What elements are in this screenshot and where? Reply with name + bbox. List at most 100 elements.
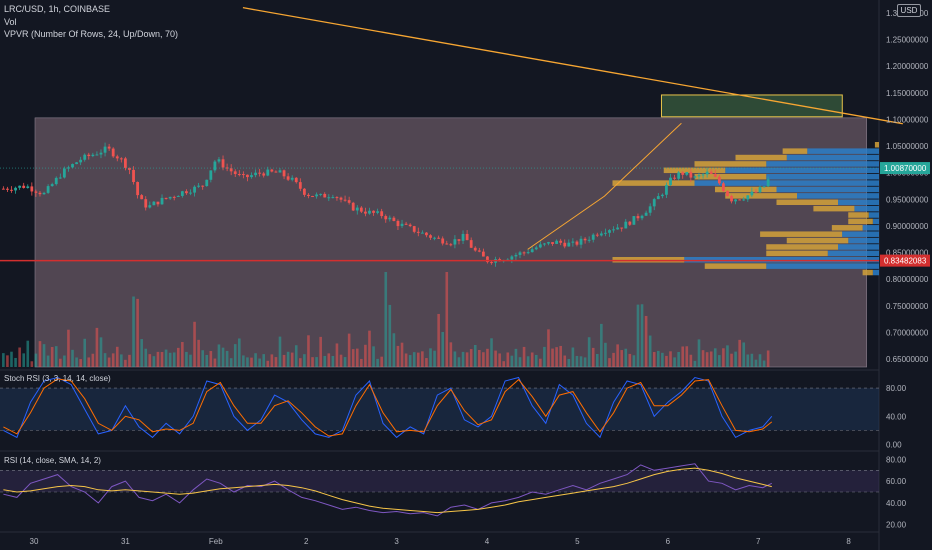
candle-body [42, 192, 46, 195]
candle-body [124, 158, 127, 168]
vol-indicator-label[interactable]: Vol [4, 17, 17, 27]
volume-bar [193, 321, 196, 367]
candle-body [599, 233, 603, 236]
volume-bar [238, 338, 241, 367]
candle-body [746, 195, 750, 200]
candle-body [632, 216, 636, 225]
price-tick-label: 1.20000000 [886, 62, 929, 71]
volume-bar [10, 351, 13, 367]
candle-body [87, 154, 91, 157]
candle-body [453, 239, 457, 245]
rsi-label[interactable]: RSI (14, close, SMA, 14, 2) [4, 456, 101, 465]
time-tick-label: 5 [575, 537, 580, 546]
candle-body [75, 162, 78, 165]
symbol-title[interactable]: LRC/USD, 1h, COINBASE [4, 4, 111, 14]
candle-body [514, 254, 518, 257]
volume-bar [233, 344, 237, 367]
volume-bar [331, 356, 335, 367]
volume-bar [323, 355, 327, 367]
volume-bar [669, 351, 672, 367]
volume-bar [388, 304, 392, 367]
volume-bar [50, 347, 54, 367]
candle-body [486, 256, 489, 263]
candle-body [547, 242, 550, 244]
volume-bar [449, 342, 453, 367]
candle-body [412, 226, 416, 232]
candle-body [620, 227, 624, 229]
vpvr-indicator-label[interactable]: VPVR (Number Of Rows, 24, Up/Down, 70) [4, 29, 179, 39]
stoch-rsi-label[interactable]: Stoch RSI (3, 3, 14, 14, close) [4, 374, 111, 383]
volume-bar [563, 355, 567, 367]
vpvr-bar-down [694, 180, 879, 186]
volume-bar [246, 357, 249, 367]
volume-bar [620, 350, 623, 367]
volume-bar [746, 354, 750, 367]
level-price-label: 0.83482083 [884, 257, 927, 266]
currency-button[interactable]: USD [897, 4, 921, 17]
volume-bar [168, 352, 172, 367]
volume-bar [368, 330, 371, 367]
volume-bar [400, 342, 404, 367]
candle-body [193, 186, 196, 193]
volume-bar [115, 346, 119, 367]
candle-body [172, 196, 176, 198]
candle-body [46, 186, 50, 193]
candle-body [433, 237, 436, 239]
time-tick-label: 3 [394, 537, 399, 546]
vpvr-bar-up [813, 205, 855, 212]
volume-bar [315, 357, 318, 367]
candle-body [538, 244, 542, 248]
candle-body [119, 158, 123, 160]
volume-bar [384, 272, 388, 367]
stoch-band [0, 388, 879, 431]
volume-bar [648, 335, 652, 367]
volume-bar [290, 352, 294, 367]
candle-body [176, 195, 180, 197]
time-tick-label: 6 [666, 537, 671, 546]
vpvr-bar-up [831, 225, 863, 231]
candle-body [587, 239, 591, 241]
candle-body [392, 217, 396, 221]
candle-body [644, 212, 648, 216]
candle-body [270, 169, 274, 172]
stoch-tick-label: 80.00 [886, 384, 907, 393]
vpvr-bar-down [807, 148, 879, 154]
candle-body [368, 210, 371, 214]
vpvr-bar-down [868, 212, 879, 218]
volume-bar [421, 351, 424, 367]
volume-bar [522, 346, 526, 367]
candle-body [115, 156, 119, 159]
volume-bar [412, 352, 416, 367]
price-tick-label: 0.65000000 [886, 355, 929, 364]
time-tick-label: 31 [121, 537, 130, 546]
candle-body [628, 221, 632, 225]
volume-bar [266, 360, 270, 367]
candle-body [673, 177, 676, 179]
volume-bar [201, 350, 204, 367]
candle-body [473, 247, 477, 251]
volume-bar [95, 327, 99, 367]
volume-bar [441, 332, 445, 367]
volume-bar [221, 347, 225, 367]
candle-body [38, 192, 42, 195]
volume-bar [26, 340, 30, 367]
vpvr-bar-down [838, 244, 879, 250]
vpvr-bar-down [725, 167, 879, 174]
volume-bar [482, 352, 485, 367]
candle-body [290, 177, 294, 180]
vpvr-bar-up [725, 193, 797, 199]
vpvr-bar-up [694, 173, 767, 180]
volume-bar [534, 354, 538, 367]
volume-bar [404, 353, 408, 367]
volume-bar [6, 355, 9, 367]
volume-bar [742, 342, 746, 367]
candle-body [530, 249, 534, 253]
candle-body [742, 199, 746, 201]
candle-body [311, 196, 314, 198]
vpvr-bar-down [827, 250, 879, 257]
candle-body [420, 232, 424, 234]
candle-body [526, 252, 530, 254]
vpvr-bar-up [862, 269, 873, 276]
volume-bar [144, 348, 148, 367]
